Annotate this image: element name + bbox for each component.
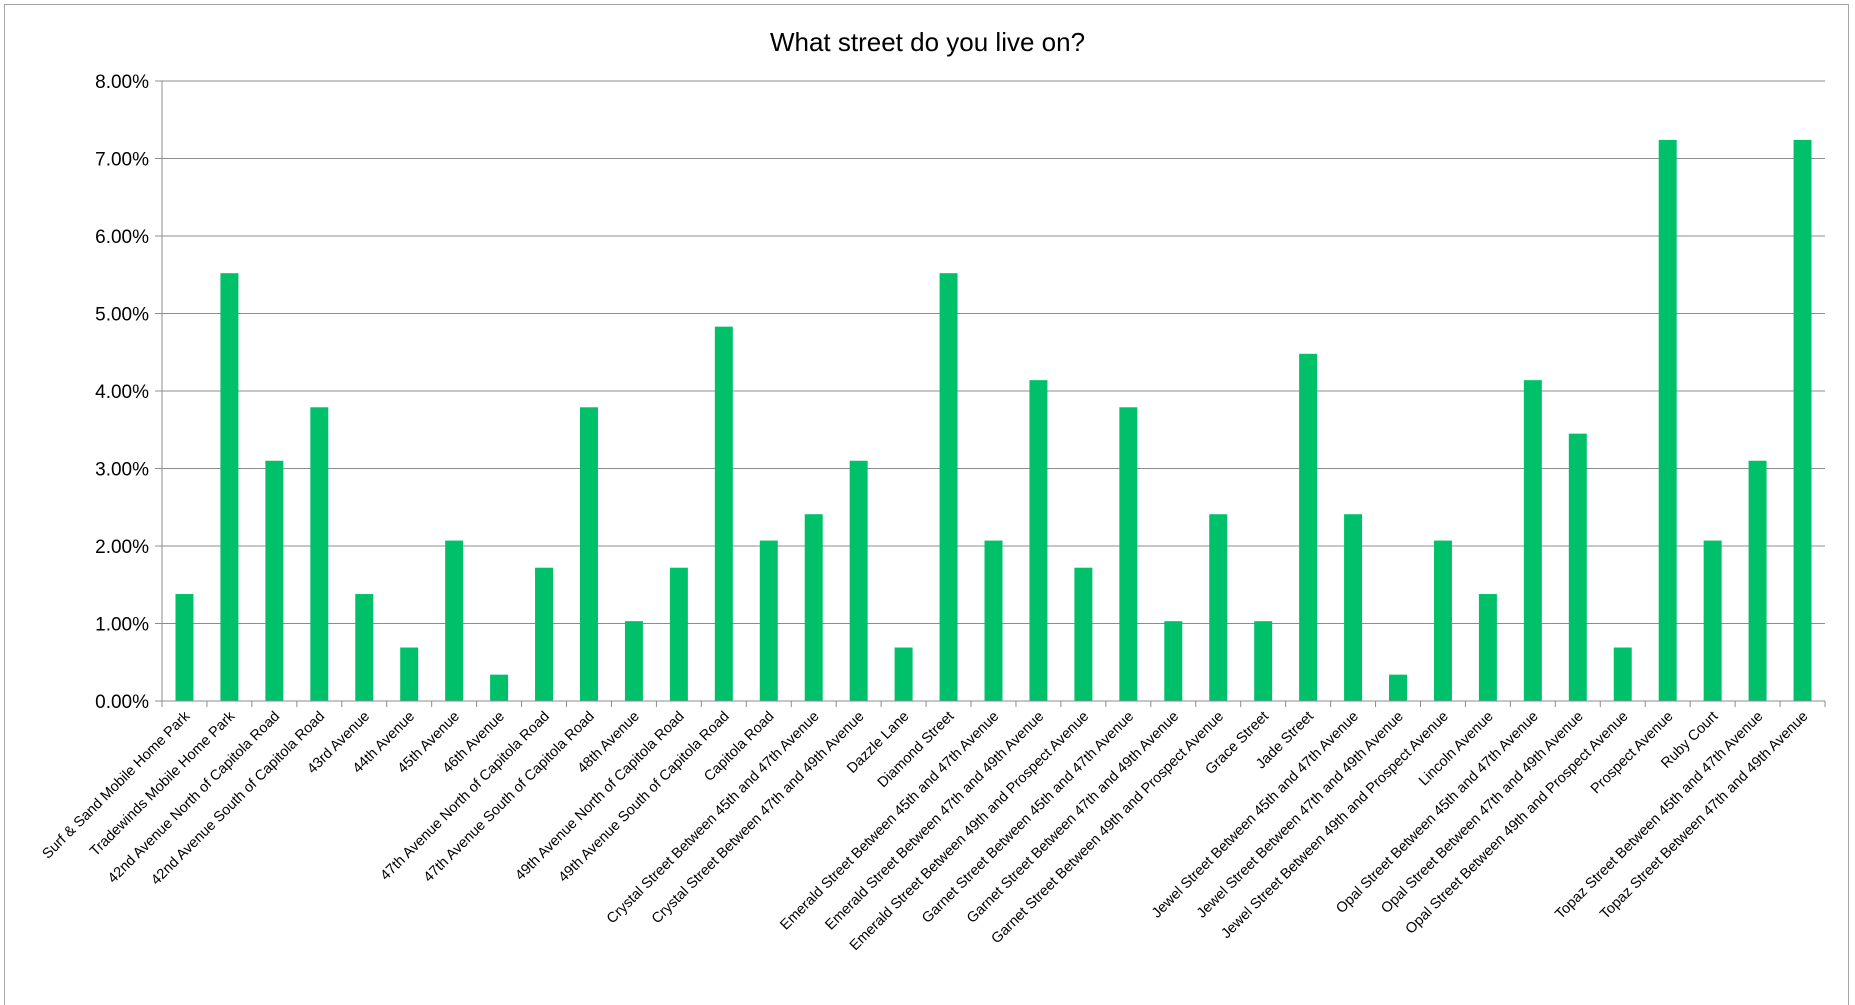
y-tick-label: 1.00%: [95, 615, 149, 636]
x-tick-label: Topaz Street Between 47th and 49th Avenu…: [1597, 709, 1811, 923]
bar: [220, 273, 239, 701]
x-tick-label: Garnet Street Between 45th and 47th Aven…: [919, 709, 1137, 927]
x-tick-label: Garnet Street Between 47th and 49th Aven…: [964, 709, 1182, 927]
x-tick-label: Diamond Street: [875, 709, 958, 792]
bar: [1793, 139, 1812, 701]
bar: [175, 594, 194, 701]
x-tick-label: Jewel Street Between 47th and 49th Avenu…: [1194, 709, 1407, 922]
y-tick-label: 0.00%: [95, 692, 149, 713]
bar: [1119, 407, 1138, 701]
x-tick-label: Crystal Street Between 45th and 47th Ave…: [604, 709, 823, 928]
y-tick-label: 4.00%: [95, 382, 149, 403]
y-tick-label: 2.00%: [95, 537, 149, 558]
bar: [669, 567, 688, 701]
bar: [939, 273, 958, 701]
bar: [1389, 674, 1408, 701]
y-tick-label: 5.00%: [95, 305, 149, 326]
bar: [1568, 433, 1587, 701]
bar: [445, 540, 464, 701]
bar: [1523, 380, 1542, 701]
bar: [1299, 353, 1318, 701]
chart-title: What street do you live on?: [769, 27, 1086, 57]
y-axis-tick-labels: 0.00% 1.00% 2.00% 3.00% 4.00% 5.00% 6.00% 7.00%…: [95, 72, 149, 713]
bar: [355, 594, 374, 701]
y-tick-label: 6.00%: [95, 227, 149, 248]
bar: [535, 567, 554, 701]
bar: [265, 460, 284, 701]
bar: [1433, 540, 1452, 701]
bar: [1344, 514, 1363, 701]
bar: [759, 540, 778, 701]
bar: [1613, 647, 1632, 701]
x-tick-label: Jewel Street Between 45th and 47th Avenu…: [1149, 709, 1362, 922]
bar: [1478, 594, 1497, 701]
bar-series: [175, 139, 1812, 701]
bar: [804, 514, 823, 701]
x-tick-label: 42nd Avenue North of Capitola Road: [105, 709, 283, 887]
y-tick-label: 3.00%: [95, 460, 149, 481]
bar: [894, 647, 913, 701]
bar: [1029, 380, 1048, 701]
bar: [310, 407, 329, 701]
bar: [1703, 540, 1722, 701]
x-tick-label: Prospect Avenue: [1588, 709, 1677, 798]
bar: [490, 674, 509, 701]
bar: [1074, 567, 1093, 701]
x-tick-label: Topaz Street Between 45th and 47th Avenu…: [1552, 709, 1766, 923]
bar: [984, 540, 1003, 701]
bar: [714, 326, 733, 701]
bar: [579, 407, 598, 701]
bar: [849, 460, 868, 701]
chart-frame: What street do you live on? 0.00% 1.00% 2.…: [4, 4, 1849, 1005]
bar: [1209, 514, 1228, 701]
x-tick-label: Crystal Street Between 47th and 49th Ave…: [649, 709, 868, 928]
y-tick-label: 7.00%: [95, 150, 149, 171]
y-tick-label: 8.00%: [95, 72, 149, 93]
bar: [1254, 621, 1273, 701]
chart-plot-area: 0.00% 1.00% 2.00% 3.00% 4.00% 5.00% 6.00% 7.00%…: [40, 72, 1826, 954]
bar: [1658, 139, 1677, 701]
bar: [1748, 460, 1767, 701]
bar: [1164, 621, 1183, 701]
bar: [400, 647, 419, 701]
bar: [624, 621, 643, 701]
axes: [155, 80, 1826, 707]
